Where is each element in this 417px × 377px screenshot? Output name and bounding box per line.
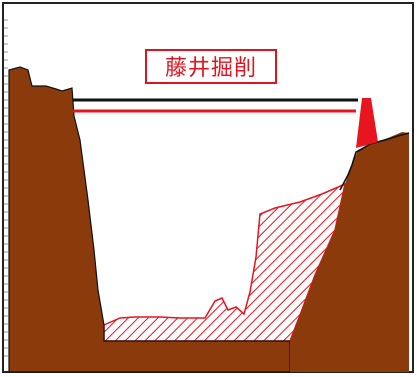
caption-box [145, 49, 277, 84]
caption-text: 藤井掘削 [165, 56, 257, 81]
left-axis-ticks [4, 19, 8, 357]
excavation-area [103, 182, 347, 342]
right-terrain-edge [339, 132, 410, 191]
red-marker [356, 98, 378, 148]
right-terrain [290, 132, 409, 372]
left-terrain [8, 66, 291, 373]
